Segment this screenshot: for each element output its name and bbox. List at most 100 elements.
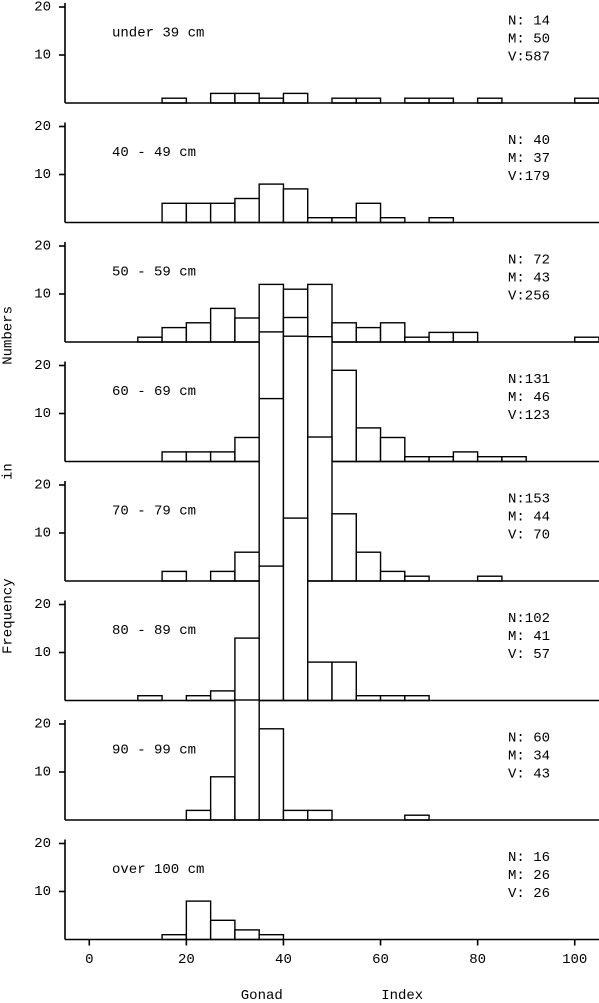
- y-tick-label: 20: [34, 836, 51, 852]
- bar: [307, 283, 333, 343]
- y-tick-label: 20: [34, 358, 51, 374]
- panel-stat: M: 41: [508, 629, 550, 645]
- bar: [209, 690, 236, 702]
- y-tick-label: 20: [34, 119, 51, 135]
- y-tick-label: 10: [34, 765, 51, 781]
- x-tick-label: 20: [178, 952, 195, 968]
- bar: [234, 929, 260, 941]
- panel-stat: M: 37: [508, 151, 550, 167]
- panel-stat: N: 60: [508, 731, 550, 747]
- y-tick-label: 20: [34, 597, 51, 613]
- bar: [209, 92, 236, 104]
- bar: [209, 307, 236, 343]
- y-tick-label: 20: [34, 239, 51, 255]
- bar: [331, 513, 357, 582]
- panel-title: under 39 cm: [112, 26, 204, 42]
- y-tick-label: 10: [34, 48, 51, 64]
- bar: [452, 451, 479, 463]
- bar: [355, 202, 382, 224]
- bar: [209, 570, 236, 582]
- bar: [185, 809, 212, 821]
- bar: [185, 322, 212, 343]
- panel-stat: N:102: [508, 611, 550, 627]
- bar: [282, 188, 309, 224]
- bar: [307, 436, 333, 582]
- bar: [234, 699, 260, 821]
- panel-stat: M: 34: [508, 749, 550, 765]
- panel-title: 40 - 49 cm: [112, 145, 196, 161]
- y-tick-label: 20: [34, 478, 51, 494]
- y-tick-label: 10: [34, 884, 51, 900]
- panel-stat: M: 43: [508, 271, 550, 287]
- panel-stat: N: 40: [508, 133, 550, 149]
- bar: [185, 451, 212, 463]
- bar: [185, 900, 212, 941]
- bar: [209, 919, 236, 941]
- bar: [379, 322, 406, 343]
- x-axis-label: Gonad Index: [241, 988, 423, 1003]
- bar: [282, 92, 309, 104]
- panel-stat: V: 70: [508, 528, 550, 544]
- bar: [161, 451, 188, 463]
- panel-stat: V: 26: [508, 886, 550, 902]
- panel-stat: M: 26: [508, 868, 550, 884]
- panel-title: 70 - 79 cm: [112, 504, 196, 520]
- bar: [161, 570, 188, 582]
- bar: [452, 331, 479, 343]
- bar: [185, 202, 212, 224]
- y-axis-label: Frequency in Numbers: [1, 306, 17, 654]
- y-tick-label: 20: [34, 717, 51, 733]
- x-tick-label: 0: [85, 952, 93, 968]
- panel-stat: V:123: [508, 408, 550, 424]
- panel-stat: N: 16: [508, 850, 550, 866]
- panel-title: 80 - 89 cm: [112, 623, 196, 639]
- panel-stat: N: 72: [508, 253, 550, 269]
- panel-stat: V:587: [508, 50, 550, 66]
- panel-title: over 100 cm: [112, 862, 204, 878]
- y-tick-label: 10: [34, 645, 51, 661]
- bar: [379, 436, 406, 463]
- bar: [258, 565, 285, 702]
- bar: [282, 809, 309, 821]
- bar: [331, 661, 357, 702]
- bar: [234, 92, 260, 104]
- panel-stat: V: 43: [508, 767, 550, 783]
- bar: [161, 202, 188, 224]
- bar: [355, 551, 382, 582]
- bar: [234, 637, 260, 702]
- bar: [234, 197, 260, 224]
- panel-title: 60 - 69 cm: [112, 384, 196, 400]
- bar: [234, 317, 260, 343]
- bar: [355, 427, 382, 463]
- bar: [428, 331, 455, 343]
- bar: [307, 661, 333, 702]
- bar: [307, 809, 333, 821]
- bar: [209, 451, 236, 463]
- y-tick-label: 10: [34, 526, 51, 542]
- x-tick-label: 100: [562, 952, 587, 968]
- bar: [331, 369, 357, 463]
- x-tick-label: 60: [372, 952, 389, 968]
- bar: [331, 322, 357, 343]
- bar: [258, 728, 285, 821]
- y-tick-label: 20: [34, 0, 51, 16]
- y-tick-label: 10: [34, 287, 51, 303]
- panel-stat: M: 44: [508, 510, 550, 526]
- bar: [209, 776, 236, 821]
- x-tick-label: 40: [275, 952, 292, 968]
- panel-stat: N:131: [508, 372, 550, 388]
- bar: [161, 326, 188, 343]
- bar: [234, 551, 260, 582]
- bar: [234, 436, 260, 463]
- y-tick-label: 10: [34, 406, 51, 422]
- panel-stat: M: 46: [508, 390, 550, 406]
- panel-stat: M: 50: [508, 32, 550, 48]
- panel-stat: V:256: [508, 289, 550, 305]
- panel-stat: V:179: [508, 169, 550, 185]
- panel-title: 90 - 99 cm: [112, 743, 196, 759]
- bar: [209, 202, 236, 224]
- bar: [355, 326, 382, 343]
- x-tick-label: 80: [469, 952, 486, 968]
- bar: [258, 183, 285, 224]
